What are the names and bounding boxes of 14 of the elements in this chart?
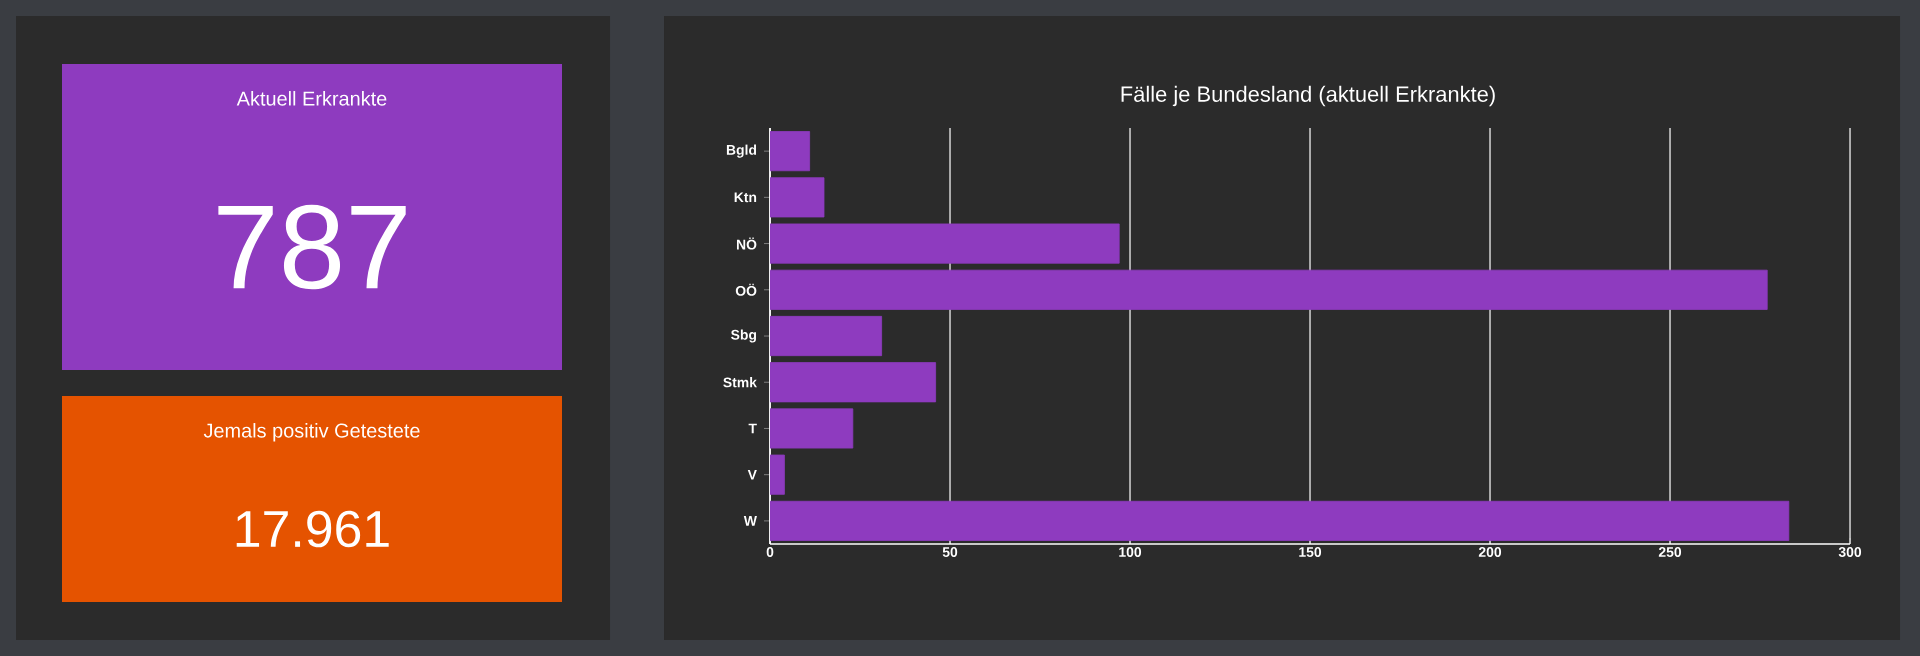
bar xyxy=(770,315,883,357)
text: 17.961 xyxy=(236,510,389,548)
bar xyxy=(770,408,854,449)
bar xyxy=(770,500,1790,541)
text: Aktuell Erkrankte xyxy=(236,91,387,106)
bar xyxy=(770,362,937,403)
bar xyxy=(770,177,825,218)
chart-title: Fälle je Bundesland (aktuell Erkrankte) xyxy=(1121,85,1495,107)
bar xyxy=(770,454,785,495)
text: 787 xyxy=(218,204,406,290)
bar xyxy=(770,131,811,172)
bar xyxy=(770,269,1768,310)
text: Jemals positiv Getestete xyxy=(203,423,420,442)
bar xyxy=(770,223,1120,264)
